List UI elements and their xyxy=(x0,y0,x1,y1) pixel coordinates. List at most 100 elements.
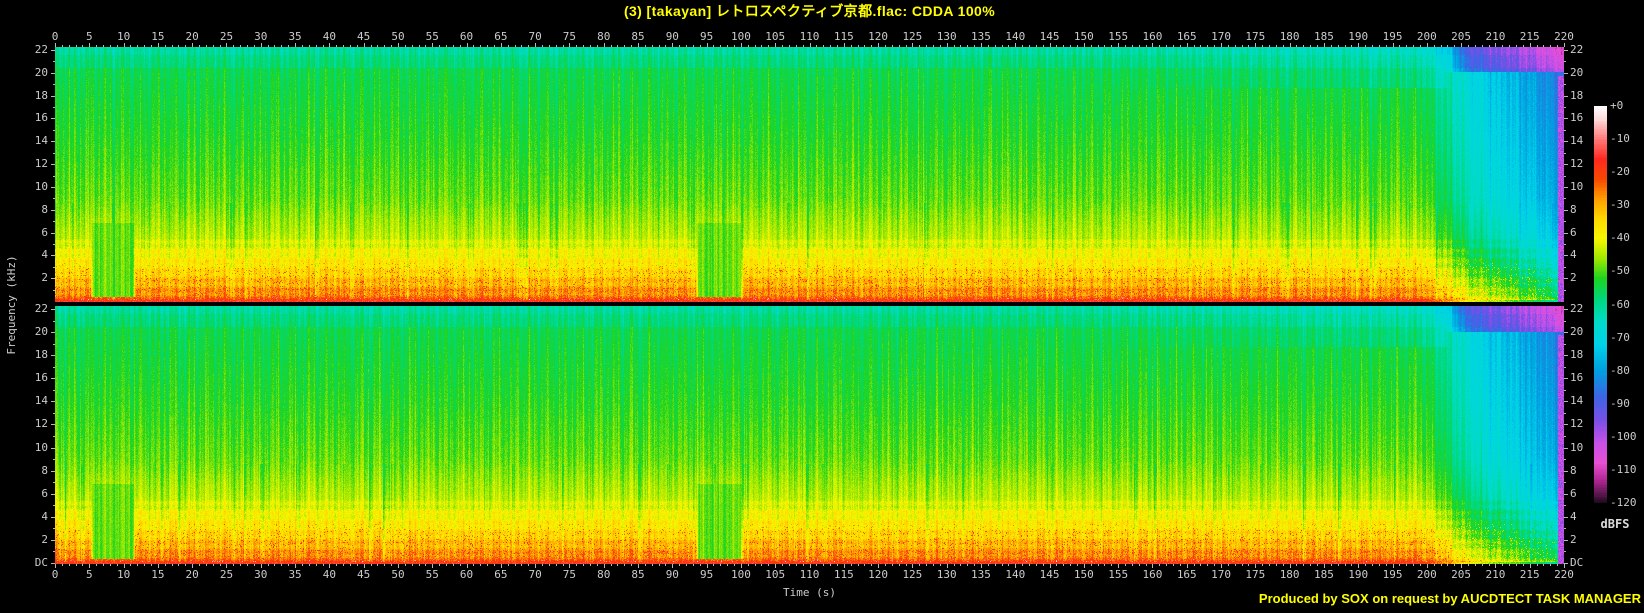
y-tick-label: 12 xyxy=(34,157,48,171)
x-minor-tick-mark xyxy=(1440,45,1442,47)
x-minor-tick-mark xyxy=(404,45,406,47)
x-tick-mark xyxy=(1426,43,1428,47)
x-minor-tick-mark xyxy=(1488,45,1490,47)
y-minor-tick-mark xyxy=(53,84,55,86)
y-tick-label: 18 xyxy=(34,88,48,102)
x-minor-tick-mark xyxy=(1317,45,1319,47)
x-minor-tick-mark xyxy=(178,45,180,47)
x-minor-tick-mark xyxy=(1550,45,1552,47)
x-minor-tick-mark xyxy=(418,45,420,47)
x-tick-label: 130 xyxy=(936,568,957,581)
x-minor-tick-mark xyxy=(61,45,63,47)
x-minor-tick-mark xyxy=(281,564,283,566)
x-minor-tick-mark xyxy=(1269,45,1271,47)
y-minor-tick-mark xyxy=(1564,528,1566,530)
x-minor-tick-mark xyxy=(802,564,804,566)
legend-tick-label: -60 xyxy=(1610,297,1630,311)
x-minor-tick-mark xyxy=(932,45,934,47)
x-tick-mark xyxy=(1049,564,1051,568)
x-minor-tick-mark xyxy=(1227,564,1229,566)
y-minor-tick-mark xyxy=(1564,129,1566,131)
x-minor-tick-mark xyxy=(439,564,441,566)
x-minor-tick-mark xyxy=(1200,564,1202,566)
x-tick-label: 205 xyxy=(1451,568,1472,581)
x-minor-tick-mark xyxy=(1234,564,1236,566)
x-minor-tick-mark xyxy=(768,45,770,47)
x-tick-mark xyxy=(706,564,708,568)
x-minor-tick-mark xyxy=(459,45,461,47)
x-minor-tick-mark xyxy=(473,45,475,47)
legend-tick-label: -10 xyxy=(1610,132,1630,146)
x-minor-tick-mark xyxy=(1248,564,1250,566)
x-minor-tick-mark xyxy=(761,564,763,566)
x-minor-tick-mark xyxy=(1351,564,1353,566)
x-minor-tick-mark xyxy=(1125,45,1127,47)
x-minor-tick-mark xyxy=(919,564,921,566)
x-tick-mark xyxy=(123,564,125,568)
y-tick-label: 18 xyxy=(34,348,48,362)
x-minor-tick-mark xyxy=(1028,564,1030,566)
x-tick-label: 105 xyxy=(765,30,786,43)
y-tick-mark xyxy=(51,141,55,143)
x-minor-tick-mark xyxy=(1173,45,1175,47)
x-tick-mark xyxy=(123,43,125,47)
x-minor-tick-mark xyxy=(871,564,873,566)
x-tick-label: 125 xyxy=(902,568,923,581)
x-minor-tick-mark xyxy=(919,45,921,47)
x-minor-tick-mark xyxy=(1337,45,1339,47)
y-tick-mark xyxy=(51,493,55,495)
x-minor-tick-mark xyxy=(199,45,201,47)
x-minor-tick-mark xyxy=(960,564,962,566)
legend-unit-label: dBFS xyxy=(1600,517,1630,531)
x-minor-tick-mark xyxy=(356,564,358,566)
y-minor-tick-mark xyxy=(1564,61,1566,63)
x-tick-label: 80 xyxy=(597,568,611,581)
y-minor-tick-mark xyxy=(1564,84,1566,86)
x-tick-mark xyxy=(1186,564,1188,568)
x-minor-tick-mark xyxy=(1303,45,1305,47)
y-tick-label: 8 xyxy=(41,463,48,477)
y-minor-tick-mark xyxy=(53,528,55,530)
x-minor-tick-mark xyxy=(1035,45,1037,47)
x-tick-label: 5 xyxy=(85,30,93,43)
x-minor-tick-mark xyxy=(1454,564,1456,566)
x-tick-label: 170 xyxy=(1211,568,1231,581)
x-tick-label: 95 xyxy=(699,30,714,43)
x-tick-mark xyxy=(1083,43,1085,47)
x-tick-label: 90 xyxy=(665,30,679,43)
y-tick-mark xyxy=(1564,309,1568,310)
x-minor-tick-mark xyxy=(233,45,235,47)
x-minor-tick-mark xyxy=(994,45,996,47)
x-minor-tick-mark xyxy=(171,45,173,47)
x-minor-tick-mark xyxy=(1536,564,1538,566)
y-tick-mark xyxy=(1564,378,1568,380)
x-minor-tick-mark xyxy=(507,45,509,47)
x-minor-tick-mark xyxy=(1385,564,1387,566)
x-minor-tick-mark xyxy=(267,45,269,47)
x-minor-tick-mark xyxy=(61,564,63,566)
x-tick-mark xyxy=(843,43,845,47)
x-tick-mark xyxy=(260,43,262,47)
x-minor-tick-mark xyxy=(836,564,838,566)
x-minor-tick-mark xyxy=(1378,564,1380,566)
x-minor-tick-mark xyxy=(212,45,214,47)
x-minor-tick-mark xyxy=(391,564,393,566)
x-minor-tick-mark xyxy=(1399,564,1401,566)
x-minor-tick-mark xyxy=(596,564,598,566)
x-minor-tick-mark xyxy=(734,45,736,47)
x-minor-tick-mark xyxy=(1371,45,1373,47)
x-minor-tick-mark xyxy=(1522,564,1524,566)
y-minor-tick-mark xyxy=(1564,107,1566,109)
y-minor-tick-mark xyxy=(53,343,55,345)
y-tick-mark xyxy=(1564,232,1568,234)
y-tick-mark xyxy=(1564,118,1568,120)
x-tick-label: 20 xyxy=(185,568,199,581)
x-minor-tick-mark xyxy=(1522,45,1524,47)
x-minor-tick-mark xyxy=(425,45,427,47)
x-minor-tick-mark xyxy=(644,45,646,47)
x-minor-tick-mark xyxy=(782,564,784,566)
y-minor-tick-mark xyxy=(1564,459,1566,461)
x-minor-tick-mark xyxy=(857,564,859,566)
x-tick-label: 95 xyxy=(699,568,714,581)
y-tick-label: 8 xyxy=(1570,202,1577,216)
